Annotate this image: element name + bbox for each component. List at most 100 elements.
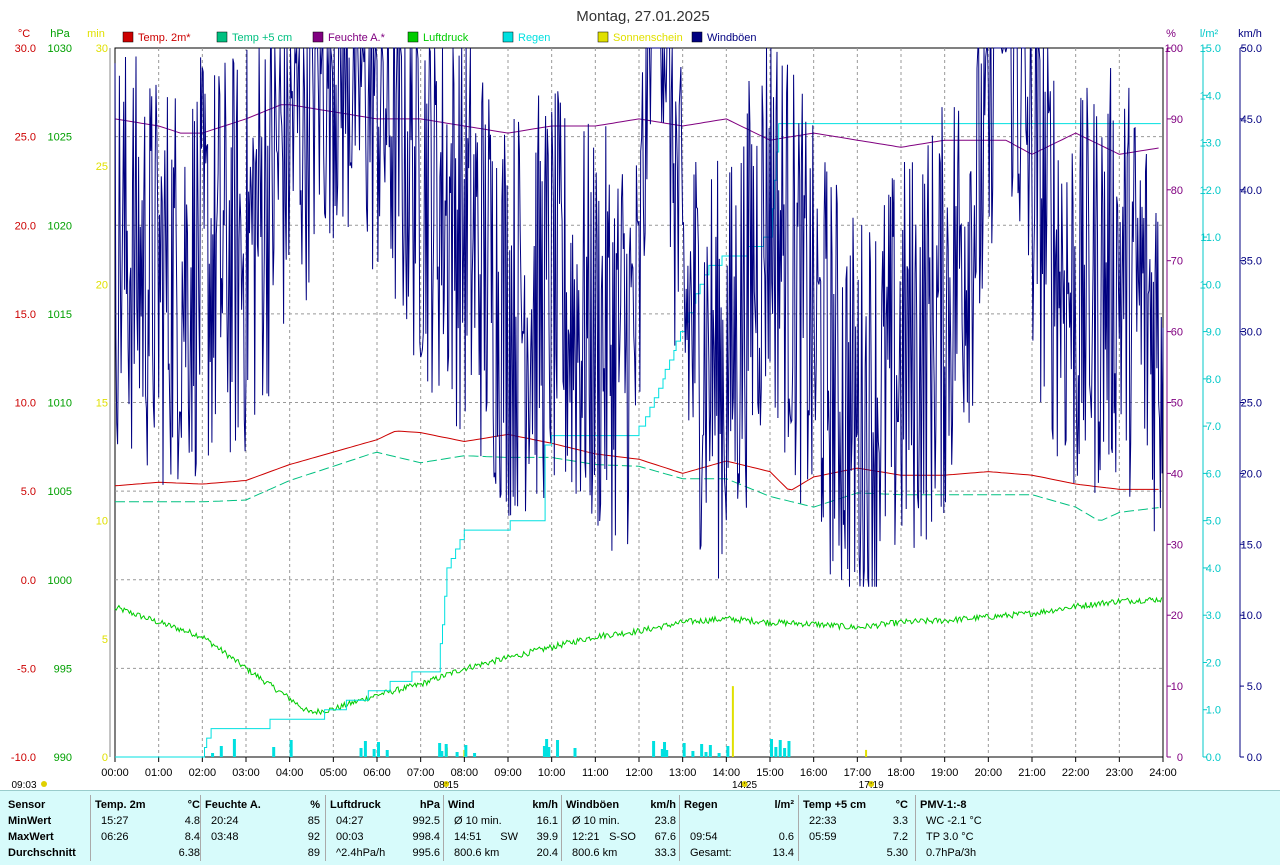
rain-interval-bar — [232, 739, 236, 757]
stats-row: 800.6 km 33.3 — [566, 845, 676, 861]
markers: 09:03 08:15 14:25 17:19 — [11, 780, 884, 790]
stats-time: 20:24 — [211, 815, 239, 827]
x-tick-label: 15:00 — [756, 767, 784, 779]
stats-column: Temp +5 cm °C 22:33 3.3 05:59 7.2 5.30 — [803, 797, 908, 861]
rain-interval-bar — [440, 751, 444, 757]
stats-column: PMV-1:-8 WC -2.1 °C TP 3.0 °C 0.7hPa/3h — [920, 797, 1000, 861]
wind-tick-label: 40.0 — [1241, 185, 1262, 197]
stats-row: Ø 10 min. 23.8 — [566, 813, 676, 829]
rain-tick-label: 1.0 — [1206, 705, 1221, 717]
stats-time: 03:48 — [211, 831, 239, 843]
stats-row: 800.6 km 20.4 — [448, 845, 558, 861]
stats-header-unit: % — [310, 799, 320, 811]
stats-value: 85 — [307, 815, 320, 827]
stats-header: Temp. 2m °C — [95, 797, 200, 813]
x-tick-label: 06:00 — [363, 767, 391, 779]
stats-header-label: Wind — [448, 799, 475, 811]
humidity-tick-label: 90 — [1171, 114, 1183, 126]
legend-swatch — [312, 31, 324, 43]
rain-tick-label: 9.0 — [1206, 327, 1221, 339]
x-tick-label: 13:00 — [669, 767, 697, 779]
temp-tick-label: 15.0 — [15, 309, 36, 321]
stats-row: 22:33 3.3 — [803, 813, 908, 829]
stats-time: 0.7hPa/3h — [926, 847, 977, 859]
rain-interval-bar — [708, 745, 712, 757]
chart-svg: Montag, 27.01.2025 °C 30.0 25.0 20.0 15.0 10.… — [10, 8, 1262, 790]
series-luftdruck-line — [114, 596, 1163, 716]
series-group — [114, 47, 1164, 758]
stats-row: 15:27 4.8 — [95, 813, 200, 829]
humidity-tick-label: 70 — [1171, 256, 1183, 268]
rain-interval-bar — [652, 741, 656, 757]
rain-interval-bar — [455, 752, 459, 757]
stats-value: 39.9 — [536, 831, 558, 843]
stats-row: Gesamt: 13.4 — [684, 845, 794, 861]
rain-interval-bar — [289, 740, 293, 757]
rain-interval-bar — [272, 747, 276, 757]
x-tick-label: 21:00 — [1018, 767, 1046, 779]
pressure-unit-label: hPa — [50, 28, 70, 40]
humidity-tick-label: 40 — [1171, 468, 1183, 480]
wind-tick-label: 15.0 — [1241, 539, 1262, 551]
temp-tick-label: 30.0 — [15, 43, 36, 55]
stats-time: Ø 10 min. — [572, 815, 620, 827]
humidity-tick-label: 60 — [1171, 327, 1183, 339]
stats-separator — [443, 795, 444, 861]
x-tick-label: 05:00 — [320, 767, 348, 779]
x-tick-label: 07:00 — [407, 767, 435, 779]
rain-interval-bar — [444, 744, 448, 757]
x-tick-label: 11:00 — [582, 767, 609, 779]
stats-value: 0.6 — [778, 831, 794, 843]
sun-marker-icon — [741, 781, 748, 787]
rain-interval-bar — [377, 742, 380, 757]
rain-interval-bar — [787, 741, 791, 757]
stats-header-label: PMV-1:-8 — [920, 799, 967, 811]
pressure-tick-label: 1015 — [48, 309, 72, 321]
series-feuchte-a--line — [114, 104, 1159, 155]
x-tick-label: 00:00 — [101, 767, 129, 779]
stats-row: 09:54 0.6 — [684, 829, 794, 845]
stats-header-label: Temp. 2m — [95, 799, 146, 811]
rain-tick-label: 4.0 — [1206, 563, 1221, 575]
x-tick-label: 19:00 — [931, 767, 959, 779]
rain-tick-label: 12.0 — [1200, 185, 1221, 197]
x-tick-label: 08:00 — [451, 767, 479, 779]
x-tick-label: 04:00 — [276, 767, 304, 779]
sun_min-tick-label: 5 — [102, 634, 108, 646]
rain-tick-label: 5.0 — [1206, 516, 1221, 528]
wind-tick-label: 25.0 — [1241, 398, 1262, 410]
stats-header: Temp +5 cm °C — [803, 797, 908, 813]
weather-chart: Montag, 27.01.2025 °C 30.0 25.0 20.0 15.0 10.… — [10, 8, 1262, 790]
stats-header: Luftdruck hPa — [330, 797, 440, 813]
legend: Temp. 2m* Temp +5 cm Feuchte A.* Luftdruck R… — [122, 31, 757, 44]
rain-tick-label: 15.0 — [1200, 43, 1221, 55]
stats-row: 03:48 92 — [205, 829, 320, 845]
rain-interval-bar — [211, 753, 215, 757]
pressure-tick-label: 995 — [54, 663, 72, 675]
legend-swatch — [407, 31, 419, 43]
rain-tick-label: 10.0 — [1200, 279, 1221, 291]
sun_min-unit-label: min — [87, 28, 105, 40]
legend-swatch — [216, 31, 228, 43]
stats-time: 800.6 km — [454, 847, 500, 859]
stats-header-unit: km/h — [650, 799, 676, 811]
legend-label: Windböen — [707, 32, 757, 44]
stats-header-unit: °C — [895, 799, 908, 811]
stats-header-unit: km/h — [532, 799, 558, 811]
humidity-tick-label: 30 — [1171, 539, 1183, 551]
legend-label: Regen — [518, 32, 550, 44]
series-temp-5-cm-line — [115, 451, 1159, 521]
chart-title: Montag, 27.01.2025 — [576, 8, 709, 25]
stats-header-label: Luftdruck — [330, 799, 381, 811]
rain-interval-bar — [464, 745, 468, 757]
right-axes: %1009080706050403020100l/m²15.014.013.01… — [1165, 28, 1262, 764]
stats-column: Regen l/m² 09:54 0.6 Gesamt: 13.4 — [684, 797, 794, 861]
stats-row: MaxWert — [8, 829, 88, 845]
stats-header-label: Feuchte A. — [205, 799, 261, 811]
sun-marker-icon — [868, 781, 875, 787]
stats-time: Durchschnitt — [8, 847, 76, 859]
rain-interval-bar — [665, 750, 669, 757]
rain-interval-bar — [545, 739, 549, 757]
sun_min-tick-label: 20 — [96, 279, 108, 291]
x-tick-label: 12:00 — [625, 767, 653, 779]
